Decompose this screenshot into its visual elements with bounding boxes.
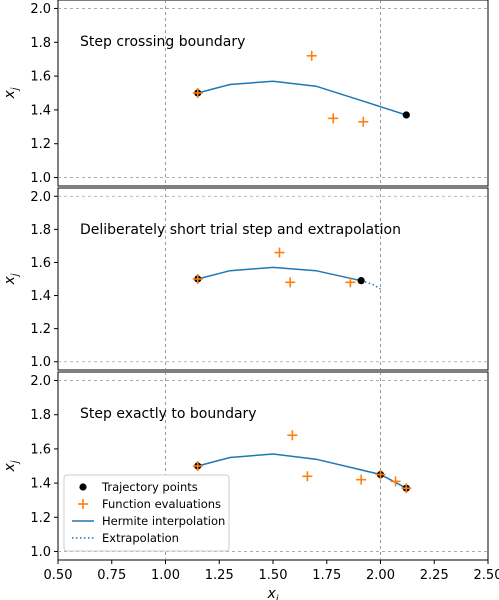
x-axis-label: xi <box>266 586 278 600</box>
x-tick-label: 1.25 <box>205 568 234 583</box>
y-tick-label: 1.2 <box>30 322 51 337</box>
evaluation-marker <box>306 50 317 61</box>
y-axis-label: xj <box>2 87 21 99</box>
legend-label: Function evaluations <box>102 497 221 511</box>
hermite-curve <box>197 266 362 282</box>
y-tick-label: 1.8 <box>30 36 51 51</box>
y-axis-label: xj <box>2 273 21 285</box>
plot-frame <box>57 0 489 187</box>
legend-item: Function evaluations <box>78 497 221 511</box>
evaluation-marker <box>274 247 285 258</box>
y-tick-label: 1.6 <box>30 70 51 85</box>
panel-title: Step crossing boundary <box>80 34 245 50</box>
evaluation-marker <box>192 274 203 284</box>
y-tick-label: 1.6 <box>30 442 51 457</box>
evaluation-marker <box>401 483 412 494</box>
evaluation-marker <box>192 461 203 471</box>
y-tick-label: 1.4 <box>30 289 51 304</box>
legend-item: Extrapolation <box>72 531 179 545</box>
panel-2: 1.0 1.2 1.4 1.6 1.8 2.0 xj Deliberately short t… <box>2 187 489 371</box>
x-tick-label: 0.50 <box>44 568 73 583</box>
legend-label: Extrapolation <box>102 531 179 545</box>
evaluation-marker <box>192 88 203 98</box>
trajectory-point <box>402 111 410 119</box>
legend-item: Trajectory points <box>79 480 198 494</box>
y-axis-label: xj <box>2 460 21 472</box>
x-tick-label: 0.75 <box>97 568 126 583</box>
panel-title: Step exactly to boundary <box>80 406 257 422</box>
y-tick-label: 1.0 <box>30 355 51 370</box>
legend: Trajectory points Function evaluations Her… <box>63 474 230 552</box>
evaluation-marker <box>285 277 296 288</box>
legend-swatch <box>78 499 88 509</box>
plot-frame <box>57 187 489 371</box>
evaluation-marker <box>345 277 356 288</box>
y-tick-label: 1.8 <box>30 408 51 423</box>
y-tick-label: 1.2 <box>30 137 51 152</box>
x-tick-label: 1.50 <box>259 568 288 583</box>
panel-3: 1.0 1.2 1.4 1.6 1.8 2.0 xj Step exactly to boun… <box>2 371 499 600</box>
y-tick-label: 1.4 <box>30 103 51 118</box>
x-tick-label: 2.25 <box>420 568 449 583</box>
y-tick-label: 1.0 <box>30 171 51 186</box>
evaluation-marker <box>390 476 401 487</box>
y-tick-label: 1.6 <box>30 256 51 271</box>
x-tick-label: 1.00 <box>151 568 180 583</box>
legend-box <box>63 474 230 552</box>
y-tick-label: 2.0 <box>30 374 51 389</box>
y-tick-label: 2.0 <box>30 2 51 17</box>
legend-swatch <box>79 483 87 491</box>
x-tick-label: 2.00 <box>366 568 395 583</box>
evaluation-marker <box>375 469 386 480</box>
evaluation-marker <box>302 471 313 482</box>
evaluation-marker <box>356 474 367 485</box>
evaluation-marker <box>287 430 298 441</box>
legend-label: Trajectory points <box>101 480 198 494</box>
evaluation-marker <box>328 113 339 124</box>
legend-item: Hermite interpolation <box>72 514 225 528</box>
panel-title: Deliberately short trial step and extrap… <box>80 222 401 238</box>
trajectory-point <box>357 277 365 285</box>
y-tick-label: 1.4 <box>30 477 51 492</box>
evaluation-marker <box>358 116 369 127</box>
y-tick-label: 2.0 <box>30 190 51 205</box>
x-tick-label: 1.75 <box>312 568 341 583</box>
hermite-curve <box>197 80 407 116</box>
y-tick-label: 1.8 <box>30 223 51 238</box>
panel-1: 1.0 1.2 1.4 1.6 1.8 2.0 xj Step crossing bounda… <box>2 0 489 187</box>
y-tick-label: 1.2 <box>30 511 51 526</box>
legend-label: Hermite interpolation <box>102 514 225 528</box>
x-tick-label: 2.50 <box>474 568 499 583</box>
y-tick-label: 1.0 <box>30 545 51 560</box>
